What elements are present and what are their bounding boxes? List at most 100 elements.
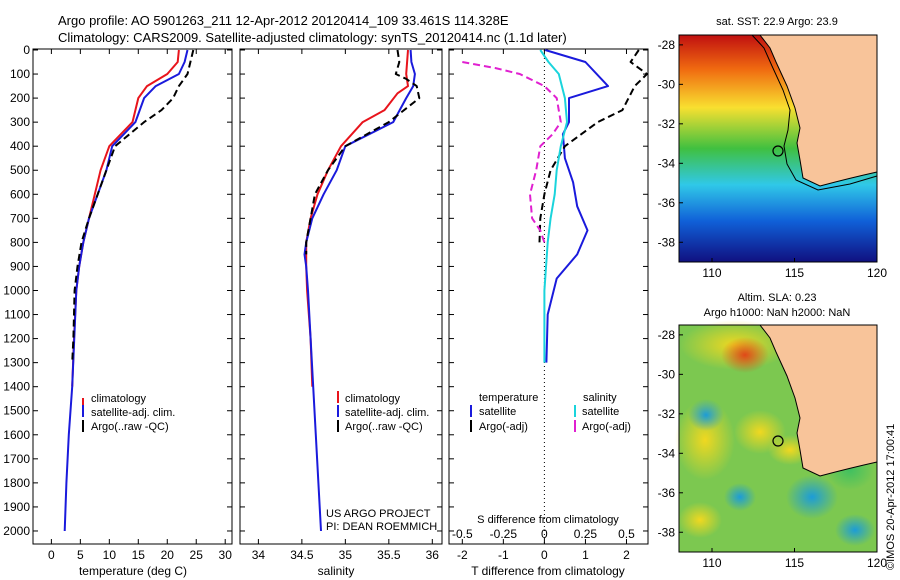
x-tick-label: 30 bbox=[219, 548, 233, 562]
depth-tick-label: 400 bbox=[10, 139, 30, 153]
legend-heading-temperature: temperature bbox=[479, 392, 538, 404]
sla-land bbox=[758, 324, 878, 477]
sst-map-frame bbox=[678, 34, 878, 263]
series-line-1-2 bbox=[63, 49, 189, 532]
x-tick-label: -1 bbox=[498, 548, 509, 562]
us-argo-project-label: US ARGO PROJECT bbox=[326, 508, 431, 520]
depth-tick-label: 100 bbox=[10, 67, 30, 81]
x-tick-label: 20 bbox=[161, 548, 175, 562]
x-tick-label: 36 bbox=[426, 548, 440, 562]
depth-tick-label: 1500 bbox=[3, 404, 30, 418]
legend-label-s-satellite: satellite bbox=[582, 406, 619, 418]
x-tick-label: 34.5 bbox=[290, 548, 314, 562]
legend-label-argo: Argo(..raw -QC) bbox=[345, 421, 423, 433]
lat-tick-label: -32 bbox=[658, 407, 676, 421]
argo-float-marker bbox=[772, 145, 784, 157]
sst-coastline-contour bbox=[751, 34, 878, 191]
lon-tick-label: 115 bbox=[785, 266, 804, 280]
pi-name-label: PI: DEAN ROEMMICH bbox=[326, 521, 437, 533]
x-tick-label: 0 bbox=[48, 548, 55, 562]
temperature-panel-frame bbox=[32, 48, 233, 545]
figure-title-line1: Argo profile: AO 5901263_211 12-Apr-2012… bbox=[58, 13, 509, 28]
depth-tick-label: 600 bbox=[10, 187, 30, 201]
x-tick-label: 35 bbox=[339, 548, 353, 562]
salinity-panel-frame bbox=[239, 48, 443, 545]
s-diff-tick-label: 0.25 bbox=[574, 527, 598, 541]
sst-map-panel: sat. SST: 22.9 Argo: 23.9 -28 -30 -32 -34 -3… bbox=[658, 16, 888, 280]
series-line-3-3 bbox=[539, 49, 568, 363]
depth-tick-label: 1700 bbox=[3, 452, 30, 466]
lat-tick-label: -32 bbox=[658, 117, 676, 131]
lat-tick-label: -28 bbox=[658, 328, 676, 342]
depth-tick-label: 200 bbox=[10, 91, 30, 105]
lat-tick-label: -30 bbox=[658, 367, 676, 381]
x-tick-label: -2 bbox=[457, 548, 468, 562]
depth-tick-label: 500 bbox=[10, 163, 30, 177]
series-line-2-2 bbox=[303, 49, 416, 532]
depth-tick-label: 0 bbox=[23, 43, 30, 57]
legend-heading-salinity: salinity bbox=[583, 392, 617, 404]
depth-tick-label: 1800 bbox=[3, 476, 30, 490]
s-diff-axis-label: S difference from climatology bbox=[477, 514, 619, 526]
temperature-panel: 0100200300400500600700800900100011001200… bbox=[3, 43, 233, 578]
sst-map-title: sat. SST: 22.9 Argo: 23.9 bbox=[716, 16, 838, 28]
lat-tick-label: -36 bbox=[658, 196, 676, 210]
sst-land bbox=[758, 34, 878, 187]
depth-tick-label: 2000 bbox=[3, 524, 30, 538]
sla-map-subtitle: Argo h1000: NaN h2000: NaN bbox=[704, 307, 851, 319]
x-tick-label: 35.5 bbox=[377, 548, 401, 562]
legend-label-climatology: climatology bbox=[345, 393, 401, 405]
x-tick-label: 5 bbox=[77, 548, 84, 562]
x-tick-label: 2 bbox=[623, 548, 630, 562]
x-tick-label: 34 bbox=[252, 548, 266, 562]
depth-tick-label: 900 bbox=[10, 259, 30, 273]
lon-tick-label: 120 bbox=[867, 556, 887, 570]
lat-tick-label: -38 bbox=[658, 235, 676, 249]
imos-timestamp: ©IMOS 20-Apr-2012 17:00:41 bbox=[885, 424, 897, 570]
series-line-2-3 bbox=[305, 49, 421, 255]
salinity-xlabel: salinity bbox=[318, 564, 355, 578]
lon-tick-label: 120 bbox=[867, 266, 887, 280]
s-diff-tick-label: 0 bbox=[541, 527, 548, 541]
x-tick-label: 10 bbox=[103, 548, 117, 562]
lat-tick-label: -34 bbox=[658, 446, 676, 460]
legend-label-t-satellite: satellite bbox=[479, 406, 516, 418]
series-line-3-2 bbox=[538, 49, 648, 243]
depth-tick-label: 1600 bbox=[3, 428, 30, 442]
lat-tick-label: -36 bbox=[658, 486, 676, 500]
figure-title-line2: Climatology: CARS2009. Satellite-adjuste… bbox=[58, 30, 567, 45]
sla-map-panel: Altim. SLA: 0.23 Argo h1000: NaN h2000: … bbox=[658, 292, 888, 570]
temperature-legend: climatology satellite-adj. clim. Argo(..… bbox=[82, 393, 175, 433]
x-tick-label: 25 bbox=[190, 548, 204, 562]
depth-tick-label: 1300 bbox=[3, 356, 30, 370]
depth-tick-label: 1100 bbox=[4, 308, 30, 322]
temperature-xlabel: temperature (deg C) bbox=[79, 564, 187, 578]
series-line-3-1 bbox=[544, 49, 609, 363]
s-diff-tick-label: -0.25 bbox=[490, 527, 518, 541]
legend-label-satellite: satellite-adj. clim. bbox=[91, 407, 175, 419]
difference-panel: -2 -1 0 1 2 -0.5 -0.25 0 0.25 0.5 temperature sa… bbox=[448, 48, 649, 578]
depth-tick-label: 1900 bbox=[3, 500, 30, 514]
x-tick-label: 1 bbox=[582, 548, 589, 562]
argo-float-marker bbox=[772, 435, 784, 447]
lat-tick-label: -34 bbox=[658, 156, 676, 170]
difference-legend: temperature satellite Argo(-adj) salinit… bbox=[470, 392, 631, 433]
s-diff-tick-label: -0.5 bbox=[452, 527, 473, 541]
depth-tick-label: 1400 bbox=[3, 380, 30, 394]
legend-label-climatology: climatology bbox=[91, 393, 147, 405]
legend-label-t-argo: Argo(-adj) bbox=[479, 421, 528, 433]
lat-tick-label: -38 bbox=[658, 525, 676, 539]
lon-tick-label: 110 bbox=[702, 556, 721, 570]
salinity-legend: climatology satellite-adj. clim. Argo(..… bbox=[337, 391, 429, 433]
legend-label-argo: Argo(..raw -QC) bbox=[91, 421, 169, 433]
sla-map-title: Altim. SLA: 0.23 bbox=[738, 292, 817, 304]
sla-map-frame bbox=[678, 324, 878, 553]
s-diff-tick-label: 0.5 bbox=[618, 527, 635, 541]
lat-tick-label: -30 bbox=[658, 77, 676, 91]
x-tick-label: 15 bbox=[132, 548, 146, 562]
depth-tick-label: 800 bbox=[10, 235, 30, 249]
legend-label-satellite: satellite-adj. clim. bbox=[345, 407, 429, 419]
legend-label-s-argo: Argo(-adj) bbox=[582, 421, 631, 433]
series-line-2-1 bbox=[305, 49, 409, 387]
